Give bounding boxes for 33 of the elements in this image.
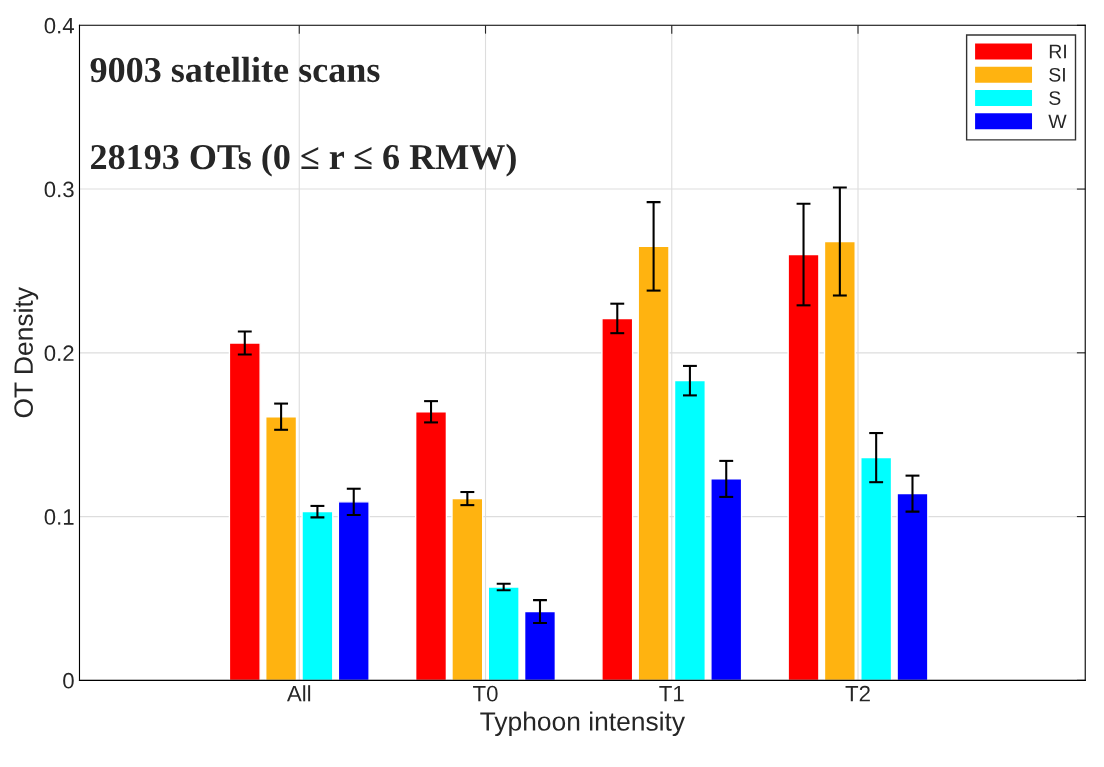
legend-label: S xyxy=(1049,91,1061,105)
bar xyxy=(896,492,929,681)
bar xyxy=(710,478,743,681)
annotation: 9003 satellite scans xyxy=(90,56,380,83)
y-tick-label: 0.4 xyxy=(44,17,74,34)
bar xyxy=(451,497,484,681)
y-axis-title: OT Density xyxy=(13,287,39,418)
x-axis-title: Typhoon intensity xyxy=(480,711,686,737)
bar xyxy=(228,342,261,681)
bar xyxy=(787,253,820,681)
x-tick-label: T0 xyxy=(473,685,498,702)
y-tick-label: 0.3 xyxy=(44,181,74,198)
legend-label: RI xyxy=(1049,44,1066,59)
bar xyxy=(265,415,298,681)
legend-label: W xyxy=(1048,114,1067,129)
bar xyxy=(414,411,448,681)
bar xyxy=(673,379,706,681)
bar xyxy=(601,317,634,681)
bar xyxy=(637,245,670,681)
x-tick-label: All xyxy=(286,685,311,702)
legend-label: SI xyxy=(1049,67,1065,82)
annotation: 28193 OTs (0 ≤ r ≤ 6 RMW) xyxy=(91,143,516,177)
x-tick-label: T1 xyxy=(659,686,684,702)
y-tick-label: 0 xyxy=(63,672,74,689)
bar xyxy=(337,501,370,681)
y-tick-label: 0.2 xyxy=(44,345,74,362)
bar xyxy=(860,456,893,681)
bar xyxy=(823,240,856,681)
bar xyxy=(487,586,520,681)
bar xyxy=(301,510,334,681)
y-tick-label: 0.1 xyxy=(44,509,74,525)
bar xyxy=(523,610,557,681)
x-tick-label: T2 xyxy=(845,685,870,702)
